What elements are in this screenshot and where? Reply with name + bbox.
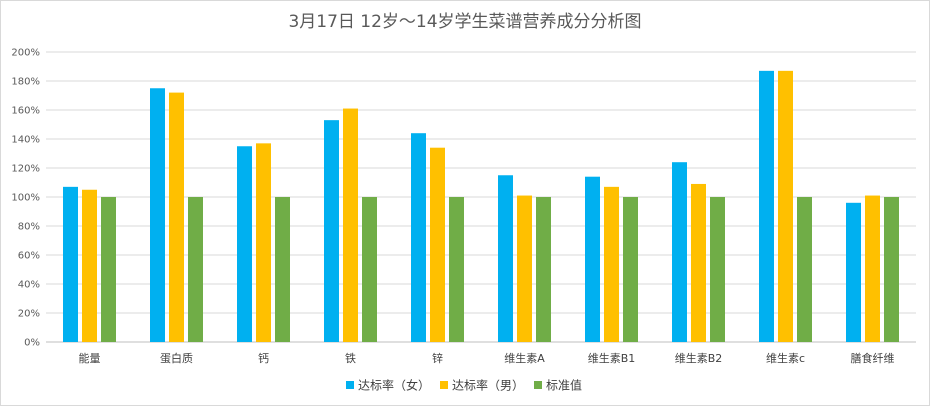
- x-category-label: 维生素B1: [588, 351, 636, 365]
- bar-7-1: [585, 176, 600, 342]
- bar-10-3: [884, 197, 899, 342]
- x-category-label: 锌: [432, 351, 443, 365]
- x-category-label: 维生素c: [766, 351, 805, 365]
- bar-4-3: [362, 197, 377, 342]
- y-tick-label: 40%: [18, 280, 40, 291]
- y-tick-label: 140%: [11, 135, 40, 146]
- legend-label: 达标率（女）: [358, 378, 430, 393]
- bar-2-3: [188, 197, 203, 342]
- x-category-label: 能量: [79, 351, 101, 365]
- x-category-label: 铁: [345, 352, 356, 365]
- y-axis-ticks: 0% 20% 40% 60% 80% 100% 120% 140% 160% 180% 200%: [11, 48, 40, 349]
- y-tick-label: 80%: [18, 222, 40, 233]
- x-category-label: 蛋白质: [160, 351, 193, 365]
- bar-4-2: [343, 108, 358, 342]
- chart-title: 3月17日 12岁～14岁学生菜谱营养成分分析图: [288, 12, 641, 32]
- bar-6-2: [517, 195, 532, 342]
- bar-3-1: [237, 146, 252, 342]
- legend: 达标率（女） 达标率（男） 标准值: [346, 378, 582, 393]
- legend-swatch: [534, 381, 542, 389]
- bar-7-3: [623, 197, 638, 342]
- bar-6-3: [536, 197, 551, 342]
- bar-1-1: [63, 186, 78, 342]
- x-category-label: 维生素A: [504, 351, 545, 365]
- bar-9-2: [778, 70, 793, 342]
- x-category-label: 钙: [258, 351, 269, 365]
- legend-swatch: [346, 381, 354, 389]
- bar-8-2: [691, 183, 706, 342]
- x-category-label: 膳食纤维: [851, 351, 895, 365]
- bar-6-1: [498, 175, 513, 342]
- y-tick-label: 180%: [11, 77, 40, 88]
- y-tick-label: 120%: [11, 164, 40, 175]
- bar-5-3: [449, 197, 464, 342]
- bar-1-2: [82, 189, 97, 342]
- bar-10-1: [846, 202, 861, 342]
- legend-label: 达标率（男）: [452, 378, 524, 393]
- bar-9-3: [797, 197, 812, 342]
- bar-8-3: [710, 197, 725, 342]
- bar-7-2: [604, 186, 619, 342]
- bar-3-3: [275, 197, 290, 342]
- y-tick-label: 200%: [11, 48, 40, 59]
- x-category-label: 维生素B2: [675, 351, 723, 365]
- bar-1-3: [101, 197, 116, 342]
- bar-10-2: [865, 195, 880, 342]
- bar-4-1: [324, 120, 339, 343]
- x-axis-categories: 能量 蛋白质 钙 铁 锌 维生素A 维生素B1 维生素B2 维生素c 膳食纤维: [79, 351, 895, 365]
- y-tick-label: 100%: [11, 193, 40, 204]
- y-tick-label: 20%: [18, 309, 40, 320]
- legend-swatch: [440, 381, 448, 389]
- bar-5-2: [430, 147, 445, 342]
- bar-2-2: [169, 92, 184, 342]
- bars: [63, 70, 899, 343]
- bar-9-1: [759, 70, 774, 342]
- legend-label: 标准值: [546, 378, 582, 393]
- y-tick-label: 60%: [18, 251, 40, 262]
- bar-8-1: [672, 162, 687, 342]
- bar-5-1: [411, 133, 426, 342]
- bar-3-2: [256, 143, 271, 342]
- y-tick-label: 0%: [24, 338, 40, 349]
- y-tick-label: 160%: [11, 106, 40, 117]
- bar-2-1: [150, 88, 165, 342]
